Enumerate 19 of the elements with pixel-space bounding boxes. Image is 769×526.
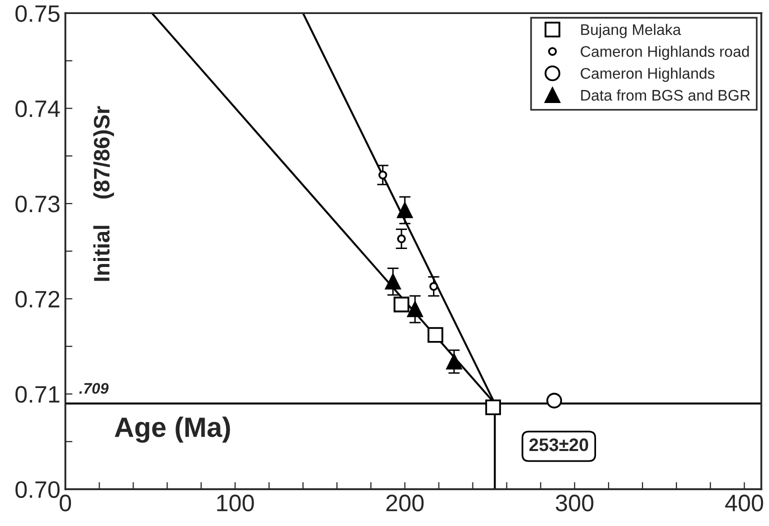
legend-label: Data from BGS and BGR	[581, 89, 750, 101]
x-tick-label: 200	[386, 494, 424, 512]
x-axis-title: Age (Ma)	[114, 416, 230, 443]
legend-label: Bujang Melaka	[581, 24, 682, 38]
y-tick-label: 0.73	[15, 196, 60, 212]
x-tick-label: 400	[725, 494, 764, 512]
y-tick-label: 0.71	[15, 386, 60, 403]
legend-label: Cameron Highlands	[580, 68, 714, 82]
x-tick-label: 100	[217, 494, 254, 512]
x-tick-label: 300	[556, 494, 594, 512]
y-tick-label: 0.70	[15, 481, 60, 498]
y-axis-title: Initial (87/86)Sr	[93, 106, 114, 281]
ref-line-label: .709	[79, 382, 109, 394]
y-tick-label: 0.74	[15, 100, 60, 118]
x-tick-label: 0	[60, 494, 72, 512]
ref-line-label: 253±20	[529, 438, 588, 452]
y-tick-label: 0.72	[15, 290, 60, 308]
legend-label: Cameron Highlands road	[580, 46, 749, 60]
y-tick-label: 0.75	[15, 5, 60, 22]
